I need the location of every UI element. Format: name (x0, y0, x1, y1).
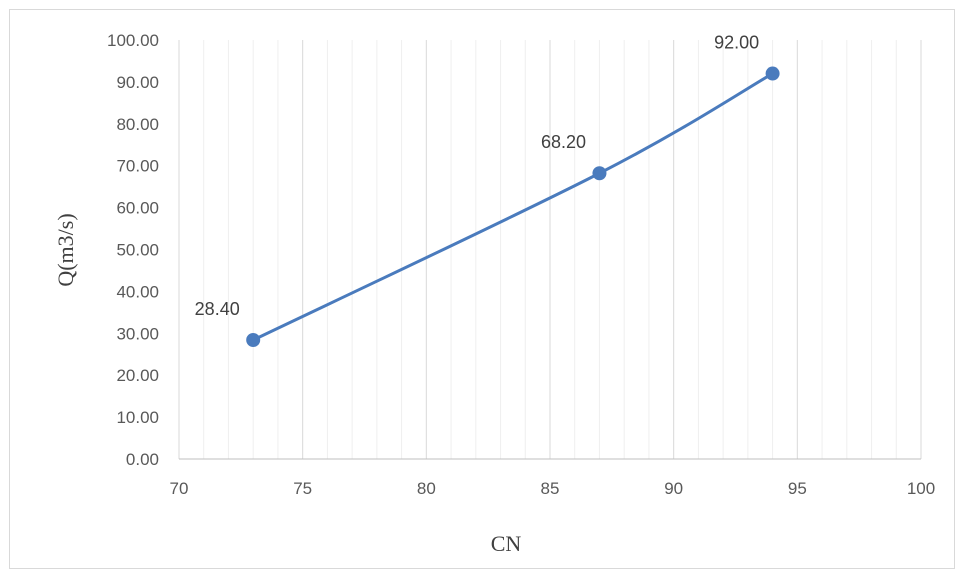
series-layer: 28.40 68.20 92.00 (195, 33, 780, 348)
y-tick-label: 0.00 (126, 450, 159, 469)
series-line (251, 72, 775, 342)
data-point-label: 68.20 (541, 132, 586, 152)
y-axis-tick-labels: 0.00 10.00 20.00 30.00 40.00 50.00 60.00 70.00 8… (107, 31, 159, 469)
data-point-marker (246, 333, 261, 348)
y-tick-label: 40.00 (116, 282, 159, 301)
y-tick-label: 70.00 (116, 157, 159, 176)
data-point-label: 92.00 (714, 33, 759, 53)
x-tick-label: 80 (417, 479, 436, 498)
y-tick-label: 80.00 (116, 115, 159, 134)
x-tick-label: 100 (907, 479, 935, 498)
x-axis-title: CN (491, 531, 522, 556)
x-tick-label: 95 (788, 479, 807, 498)
data-point-marker (592, 166, 607, 181)
gridlines (178, 40, 922, 459)
y-tick-label: 50.00 (116, 241, 159, 260)
y-tick-label: 20.00 (116, 366, 159, 385)
x-axis-tick-labels: 70 75 80 85 90 95 100 (170, 479, 936, 498)
x-tick-label: 75 (293, 479, 312, 498)
y-tick-label: 100.00 (107, 31, 159, 50)
x-tick-label: 70 (170, 479, 189, 498)
x-tick-label: 85 (541, 479, 560, 498)
y-axis-title: Q(m3/s) (53, 213, 78, 286)
y-tick-label: 90.00 (116, 73, 159, 92)
y-tick-label: 10.00 (116, 408, 159, 427)
y-tick-label: 60.00 (116, 199, 159, 218)
data-point-marker (765, 66, 780, 81)
y-tick-label: 30.00 (116, 324, 159, 343)
data-point-label: 28.40 (195, 299, 240, 319)
x-tick-label: 90 (664, 479, 683, 498)
